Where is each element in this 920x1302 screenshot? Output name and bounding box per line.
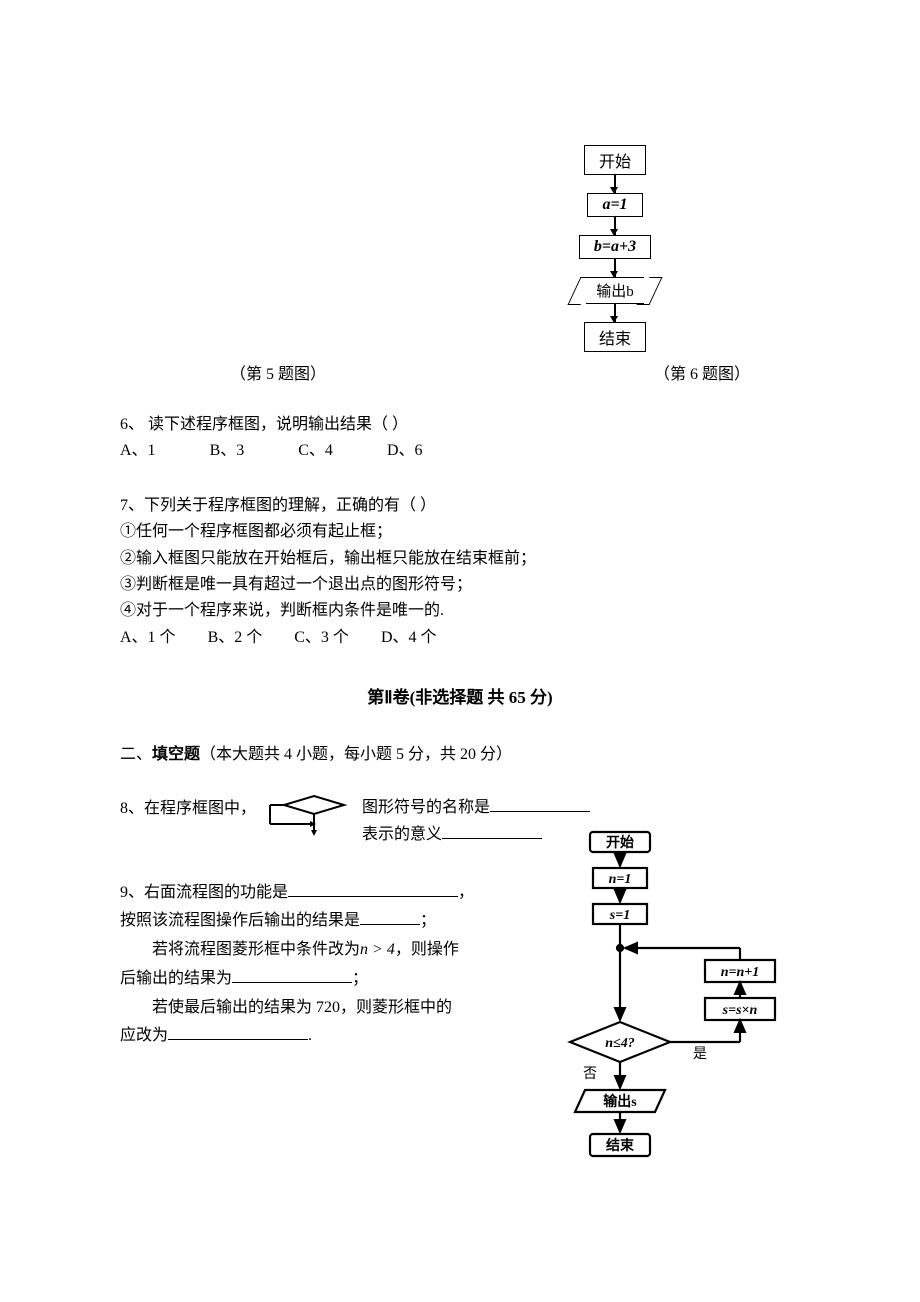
caption-row: （第 5 题图） （第 6 题图） xyxy=(120,360,800,384)
fc9-cond: n≤4? xyxy=(605,1036,634,1051)
fc9-yes: 是 xyxy=(693,1047,707,1062)
q6-options: A、1 B、3 C、4 D、6 xyxy=(120,438,800,464)
fill-rest: （本大题共 4 小题，每小题 5 分，共 20 分） xyxy=(200,746,512,763)
q9-blank4 xyxy=(168,1024,308,1040)
q7-opt-c: C、3 个 xyxy=(294,625,349,651)
flowchart-q6: 开始 a=1 b=a+3 输出b 结束 xyxy=(555,145,675,352)
fc-arrow xyxy=(614,304,616,322)
q7-line2: ②输入框图只能放在开始框后，输出框只能放在结束框前； xyxy=(120,546,800,572)
fc-arrow xyxy=(614,217,616,235)
section-2-title: 第Ⅱ卷(非选择题 共 65 分) xyxy=(120,683,800,708)
q9-l4b: ； xyxy=(352,970,368,987)
q9-expr: n > 4 xyxy=(360,941,395,958)
fc9-start: 开始 xyxy=(606,834,634,851)
fc-a1-text: a=1 xyxy=(602,196,627,213)
flowchart-q9: 开始 n=1 s=1 n=n+1 s=s×n n≤4? 是 否 输出s 结束 xyxy=(535,830,785,1175)
fc9-ninc: n=n+1 xyxy=(721,965,760,980)
q9-blank1 xyxy=(288,881,458,897)
decision-loop-icon xyxy=(264,794,354,836)
fc9-n1: n=1 xyxy=(609,872,632,887)
q9-text: 9、右面流程图的功能是 ， 按照该流程图操作后输出的结果是 ； 若将流程图菱形框中条… xyxy=(120,879,540,1052)
q6-opt-d: D、6 xyxy=(387,438,423,464)
q9-l3b: ，则操作 xyxy=(395,941,459,958)
q8-prefix: 8、在程序框图中， xyxy=(120,794,256,818)
q9-l5: 若使最后输出的结果为 720，则菱形框中的 xyxy=(120,994,540,1023)
fc9-end: 结束 xyxy=(606,1137,635,1154)
fc-a1: a=1 xyxy=(587,193,642,217)
q9-l4a: 后输出的结果为 xyxy=(120,970,232,987)
q6-opt-a: A、1 xyxy=(120,438,156,464)
q7-opt-b: B、2 个 xyxy=(208,625,263,651)
fc-output-text: 输出b xyxy=(596,284,634,300)
fill-prefix: 二、 xyxy=(120,746,152,763)
fc-b-text: b=a+3 xyxy=(594,238,636,255)
fc-end: 结束 xyxy=(584,322,646,352)
q6-stem: 6、 读下述程序框图，说明输出结果（ ） xyxy=(120,412,800,438)
q8-line2: 表示的意义 xyxy=(362,826,442,843)
fc-arrow xyxy=(614,259,616,277)
q7-opt-d: D、4 个 xyxy=(381,625,437,651)
q9-l3a: 若将流程图菱形框中条件改为 xyxy=(152,941,360,958)
q9-blank2 xyxy=(360,909,420,925)
q8-blank1 xyxy=(490,796,590,812)
fill-title: 二、填空题（本大题共 4 小题，每小题 5 分，共 20 分） xyxy=(120,740,800,764)
q7-options: A、1 个 B、2 个 C、3 个 D、4 个 xyxy=(120,625,800,651)
fc-start: 开始 xyxy=(584,145,646,175)
q7-line3: ③判断框是唯一具有超过一个退出点的图形符号； xyxy=(120,572,800,598)
fc9-out: 输出s xyxy=(603,1093,637,1110)
caption-q6: （第 6 题图） xyxy=(654,360,750,384)
q9-l6b: . xyxy=(308,1027,312,1044)
fc-arrow xyxy=(614,175,616,193)
q9-l2b: ； xyxy=(420,912,436,929)
q6-opt-c: C、4 xyxy=(298,438,333,464)
fc9-s1: s=1 xyxy=(609,908,630,923)
q7-line4: ④对于一个程序来说，判断框内条件是唯一的. xyxy=(120,598,800,624)
q8-line1: 图形符号的名称是 xyxy=(362,799,490,816)
q9-l1a: 9、右面流程图的功能是 xyxy=(120,884,288,901)
fill-bold: 填空题 xyxy=(152,746,200,763)
fc9-smul: s=s×n xyxy=(722,1003,758,1018)
q9-l1b: ， xyxy=(458,884,474,901)
q9-l2a: 按照该流程图操作后输出的结果是 xyxy=(120,912,360,929)
fc-output: 输出b xyxy=(586,277,644,304)
q6-opt-b: B、3 xyxy=(210,438,245,464)
question-6: 6、 读下述程序框图，说明输出结果（ ） A、1 B、3 C、4 D、6 xyxy=(120,412,800,465)
fc-b: b=a+3 xyxy=(579,235,651,259)
q9-l6a: 应改为 xyxy=(120,1027,168,1044)
question-7: 7、下列关于程序框图的理解，正确的有（ ） ①任何一个程序框图都必须有起止框； … xyxy=(120,493,800,651)
q7-opt-a: A、1 个 xyxy=(120,625,176,651)
q7-stem: 7、下列关于程序框图的理解，正确的有（ ） xyxy=(120,493,800,519)
q9-blank3 xyxy=(232,967,352,983)
caption-q5: （第 5 题图） xyxy=(230,360,326,384)
q8-blank2 xyxy=(442,823,542,839)
fc9-no: 否 xyxy=(583,1067,597,1082)
q7-line1: ①任何一个程序框图都必须有起止框； xyxy=(120,519,800,545)
